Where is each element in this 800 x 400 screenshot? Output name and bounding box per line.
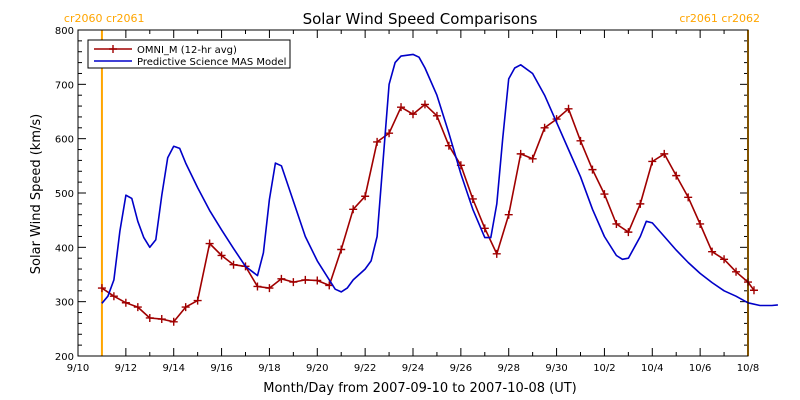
x-tick-label: 9/16 <box>210 363 232 374</box>
y-tick-label: 300 <box>55 298 74 309</box>
y-tick-label: 700 <box>55 80 74 91</box>
data-point <box>169 317 178 326</box>
x-tick-label: 9/26 <box>450 363 472 374</box>
x-tick-label: 9/24 <box>402 363 424 374</box>
legend: OMNI_M (12-hr avg)Predictive Science MAS… <box>87 39 291 69</box>
data-point <box>97 284 106 293</box>
chart-title: Solar Wind Speed Comparisons <box>303 10 538 28</box>
x-tick-label: 9/30 <box>545 363 567 374</box>
data-point <box>217 251 226 260</box>
data-point <box>636 199 645 208</box>
data-point <box>145 313 154 322</box>
data-point <box>409 110 417 119</box>
data-point <box>253 282 262 291</box>
data-point <box>301 275 310 284</box>
data-point <box>504 210 513 219</box>
data-point <box>277 274 286 283</box>
data-point <box>576 136 585 145</box>
x-tick-label: 10/2 <box>593 363 615 374</box>
x-tick-label: 9/12 <box>115 363 137 374</box>
x-tick-label: 9/10 <box>67 363 89 374</box>
data-point <box>420 100 429 109</box>
legend-label: OMNI_M (12-hr avg) <box>137 45 237 56</box>
x-tick-label: 9/14 <box>162 363 184 374</box>
data-point <box>361 192 370 201</box>
y-tick-label: 600 <box>55 135 74 146</box>
data-point <box>444 141 453 150</box>
series-0 <box>97 100 758 326</box>
data-point <box>672 171 681 180</box>
y-tick-label: 400 <box>55 243 74 254</box>
x-tick-label: 9/18 <box>258 363 280 374</box>
x-tick-label: 10/6 <box>689 363 711 374</box>
data-point <box>193 296 202 305</box>
data-point <box>492 249 501 258</box>
data-point <box>696 219 705 228</box>
data-point <box>660 149 669 158</box>
x-tick-label: 9/28 <box>497 363 519 374</box>
carrington-rotation-label: cr2061 cr2062 <box>679 12 760 25</box>
data-point <box>432 111 441 120</box>
legend-marker <box>109 45 117 53</box>
data-point <box>289 278 298 287</box>
data-point <box>708 247 717 256</box>
x-tick-label: 10/8 <box>737 363 759 374</box>
data-point <box>528 154 537 163</box>
axes: 200 300 400 500 600 700 800 9/10 9/12 9/14 9/16 9/1… <box>55 26 759 374</box>
data-point <box>516 149 525 158</box>
x-tick-label: 10/4 <box>641 363 663 374</box>
carrington-rotation-label: cr2060 cr2061 <box>64 12 145 25</box>
x-tick-label: 9/22 <box>354 363 376 374</box>
y-tick-label: 200 <box>55 352 74 363</box>
y-tick-label: 500 <box>55 189 74 200</box>
data-point <box>349 205 358 214</box>
data-point <box>540 123 549 132</box>
series-1 <box>101 53 778 307</box>
data-point <box>749 286 758 295</box>
x-tick-label: 9/20 <box>306 363 328 374</box>
series <box>97 53 778 326</box>
data-point <box>313 276 322 285</box>
series-line <box>101 53 778 307</box>
data-point <box>480 224 489 233</box>
data-point <box>588 165 597 174</box>
data-point <box>385 129 394 138</box>
legend-box <box>87 39 291 69</box>
data-point <box>205 239 214 248</box>
series-line <box>101 103 755 323</box>
data-point <box>373 137 382 146</box>
data-point <box>157 315 166 324</box>
data-point <box>564 104 573 113</box>
plot-frame <box>77 29 749 357</box>
legend-label: Predictive Science MAS Model <box>137 57 286 68</box>
data-point <box>720 255 729 264</box>
y-axis-title: Solar Wind Speed (km/s) <box>29 114 44 274</box>
x-axis-title: Month/Day from 2007-09-10 to 2007-10-08 … <box>263 381 576 396</box>
data-point <box>133 303 142 312</box>
data-point <box>612 219 621 228</box>
data-point <box>624 228 633 237</box>
data-point <box>121 298 130 307</box>
data-point <box>109 292 118 301</box>
data-point <box>648 157 657 166</box>
data-point <box>181 303 190 312</box>
data-point <box>600 190 609 199</box>
data-point <box>397 103 406 112</box>
y-tick-label: 800 <box>55 26 74 37</box>
data-point <box>229 260 238 269</box>
data-point <box>337 245 346 254</box>
data-point <box>265 284 274 293</box>
data-point <box>732 267 741 276</box>
data-point <box>684 193 693 202</box>
